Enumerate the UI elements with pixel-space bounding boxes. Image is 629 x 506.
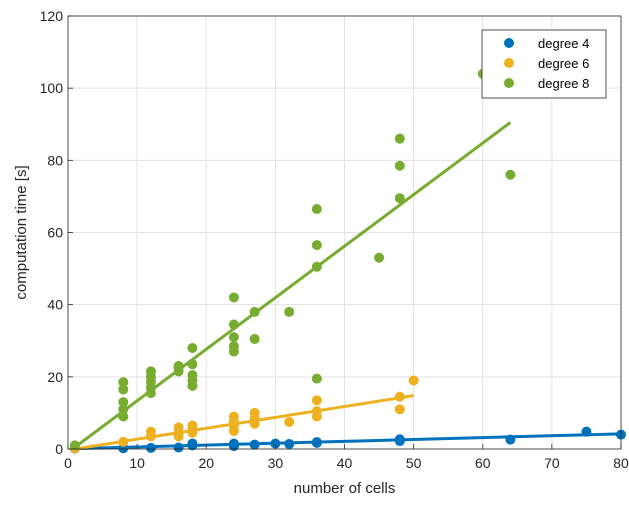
- legend-label-degree-6: degree 6: [538, 56, 589, 71]
- data-point-degree-4: [505, 434, 516, 445]
- data-point-degree-6: [408, 375, 419, 386]
- data-point-degree-6: [145, 426, 156, 437]
- data-point-degree-8: [394, 160, 405, 171]
- data-point-degree-8: [187, 359, 198, 370]
- data-point-degree-6: [228, 411, 239, 422]
- data-point-degree-8: [249, 306, 260, 317]
- data-point-degree-6: [284, 416, 295, 427]
- data-point-degree-8: [394, 193, 405, 204]
- data-point-degree-4: [284, 438, 295, 449]
- data-point-degree-8: [374, 252, 385, 263]
- x-tick-label: 0: [64, 455, 72, 471]
- data-point-degree-8: [187, 370, 198, 381]
- fit-line-degree-6: [74, 394, 414, 451]
- data-point-degree-8: [228, 292, 239, 303]
- data-point-degree-8: [228, 341, 239, 352]
- data-point-degree-8: [187, 342, 198, 353]
- data-point-degree-4: [187, 438, 198, 449]
- x-tick-label: 50: [406, 455, 422, 471]
- data-point-degree-6: [187, 420, 198, 431]
- data-point-degree-8: [505, 169, 516, 180]
- data-point-degree-8: [145, 366, 156, 377]
- legend-label-degree-4: degree 4: [538, 36, 589, 51]
- data-point-degree-8: [311, 373, 322, 384]
- data-point-degree-8: [284, 306, 295, 317]
- data-point-degree-8: [118, 377, 129, 388]
- x-tick-label: 10: [129, 455, 145, 471]
- data-point-degree-4: [173, 442, 184, 453]
- legend-marker-degree-6: [504, 58, 514, 68]
- y-axis-label: computation time [s]: [13, 165, 30, 299]
- data-point-degree-6: [249, 407, 260, 418]
- legend-marker-degree-4: [504, 38, 514, 48]
- data-point-degree-4: [581, 426, 592, 437]
- fit-line-degree-4: [74, 432, 622, 451]
- x-axis-ticks: 0 10 20 30 40 50 60 70 80: [64, 444, 629, 471]
- data-point-degree-4: [394, 434, 405, 445]
- data-points: [69, 68, 626, 454]
- x-tick-label: 80: [613, 455, 629, 471]
- y-axis-ticks: 0 20 40 60 80 100 120: [40, 8, 73, 457]
- y-tick-label: 100: [40, 80, 64, 96]
- data-point-degree-8: [69, 440, 80, 451]
- legend: degree 4 degree 6 degree 8: [481, 29, 607, 99]
- legend-box: [481, 29, 607, 99]
- x-tick-label: 30: [268, 455, 284, 471]
- data-point-degree-6: [311, 395, 322, 406]
- data-point-degree-8: [118, 404, 129, 415]
- y-tick-label: 0: [55, 441, 63, 457]
- data-point-degree-8: [228, 332, 239, 343]
- data-point-degree-6: [394, 404, 405, 415]
- data-point-degree-4: [228, 438, 239, 449]
- x-tick-label: 40: [337, 455, 353, 471]
- data-point-degree-8: [249, 333, 260, 344]
- data-point-degree-8: [118, 411, 129, 422]
- data-point-degree-8: [311, 240, 322, 251]
- y-tick-label: 20: [47, 369, 63, 385]
- y-tick-label: 60: [47, 225, 63, 241]
- legend-label-degree-8: degree 8: [538, 76, 589, 91]
- legend-marker-degree-8: [504, 78, 514, 88]
- data-point-degree-4: [311, 437, 322, 448]
- data-point-degree-8: [394, 133, 405, 144]
- data-point-degree-8: [118, 397, 129, 408]
- data-point-degree-8: [311, 261, 322, 272]
- data-point-degree-6: [118, 436, 129, 447]
- y-tick-label: 80: [47, 152, 63, 168]
- data-point-degree-8: [311, 204, 322, 215]
- data-point-degree-4: [249, 439, 260, 450]
- data-point-degree-6: [394, 391, 405, 402]
- data-point-degree-8: [173, 361, 184, 372]
- x-tick-label: 70: [544, 455, 560, 471]
- data-point-degree-8: [228, 319, 239, 330]
- x-axis-label: number of cells: [294, 480, 396, 497]
- data-point-degree-6: [173, 422, 184, 433]
- y-tick-label: 40: [47, 297, 63, 313]
- data-point-degree-6: [311, 406, 322, 417]
- data-point-degree-4: [270, 438, 281, 449]
- x-tick-label: 60: [475, 455, 491, 471]
- data-point-degree-8: [118, 384, 129, 395]
- y-tick-label: 120: [40, 8, 64, 24]
- x-tick-label: 20: [198, 455, 214, 471]
- data-point-degree-4: [145, 442, 156, 453]
